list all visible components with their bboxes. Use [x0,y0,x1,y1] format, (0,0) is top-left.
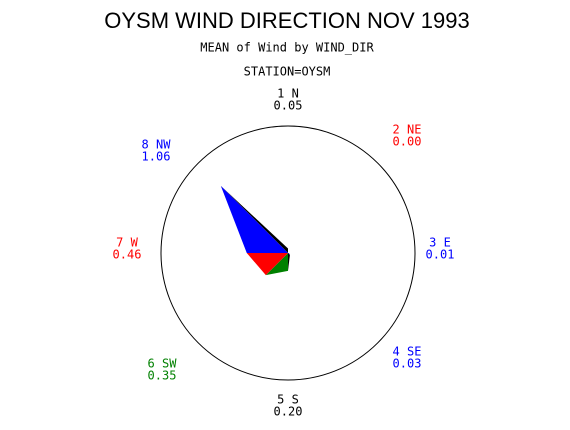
chart-subtitle: MEAN of Wind by WIND_DIR [200,41,374,55]
station-label: STATION=OYSM [244,65,331,79]
value-label: 0.20 [274,405,303,419]
value-label: 0.05 [274,99,303,113]
outer-circle [160,125,416,381]
direction-label: 4 SE [393,345,422,359]
value-label: 0.35 [148,369,177,383]
wedge [246,253,288,276]
direction-label: 5 S [277,393,299,407]
direction-label: 6 SW [148,357,178,371]
direction-label: 2 NE [393,123,422,137]
direction-label: 3 E [429,236,451,250]
value-label: 1.06 [142,150,171,164]
direction-label: 7 W [116,236,138,250]
value-label: 0.00 [393,135,422,149]
value-label: 0.46 [113,248,142,262]
value-label: 0.01 [426,248,455,262]
chart-title: OYSM WIND DIRECTION NOV 1993 [104,8,470,33]
wedge [220,185,288,253]
wedge [288,253,290,271]
value-label: 0.03 [393,357,422,371]
direction-label: 1 N [277,87,299,101]
direction-label: 8 NW [142,138,172,152]
